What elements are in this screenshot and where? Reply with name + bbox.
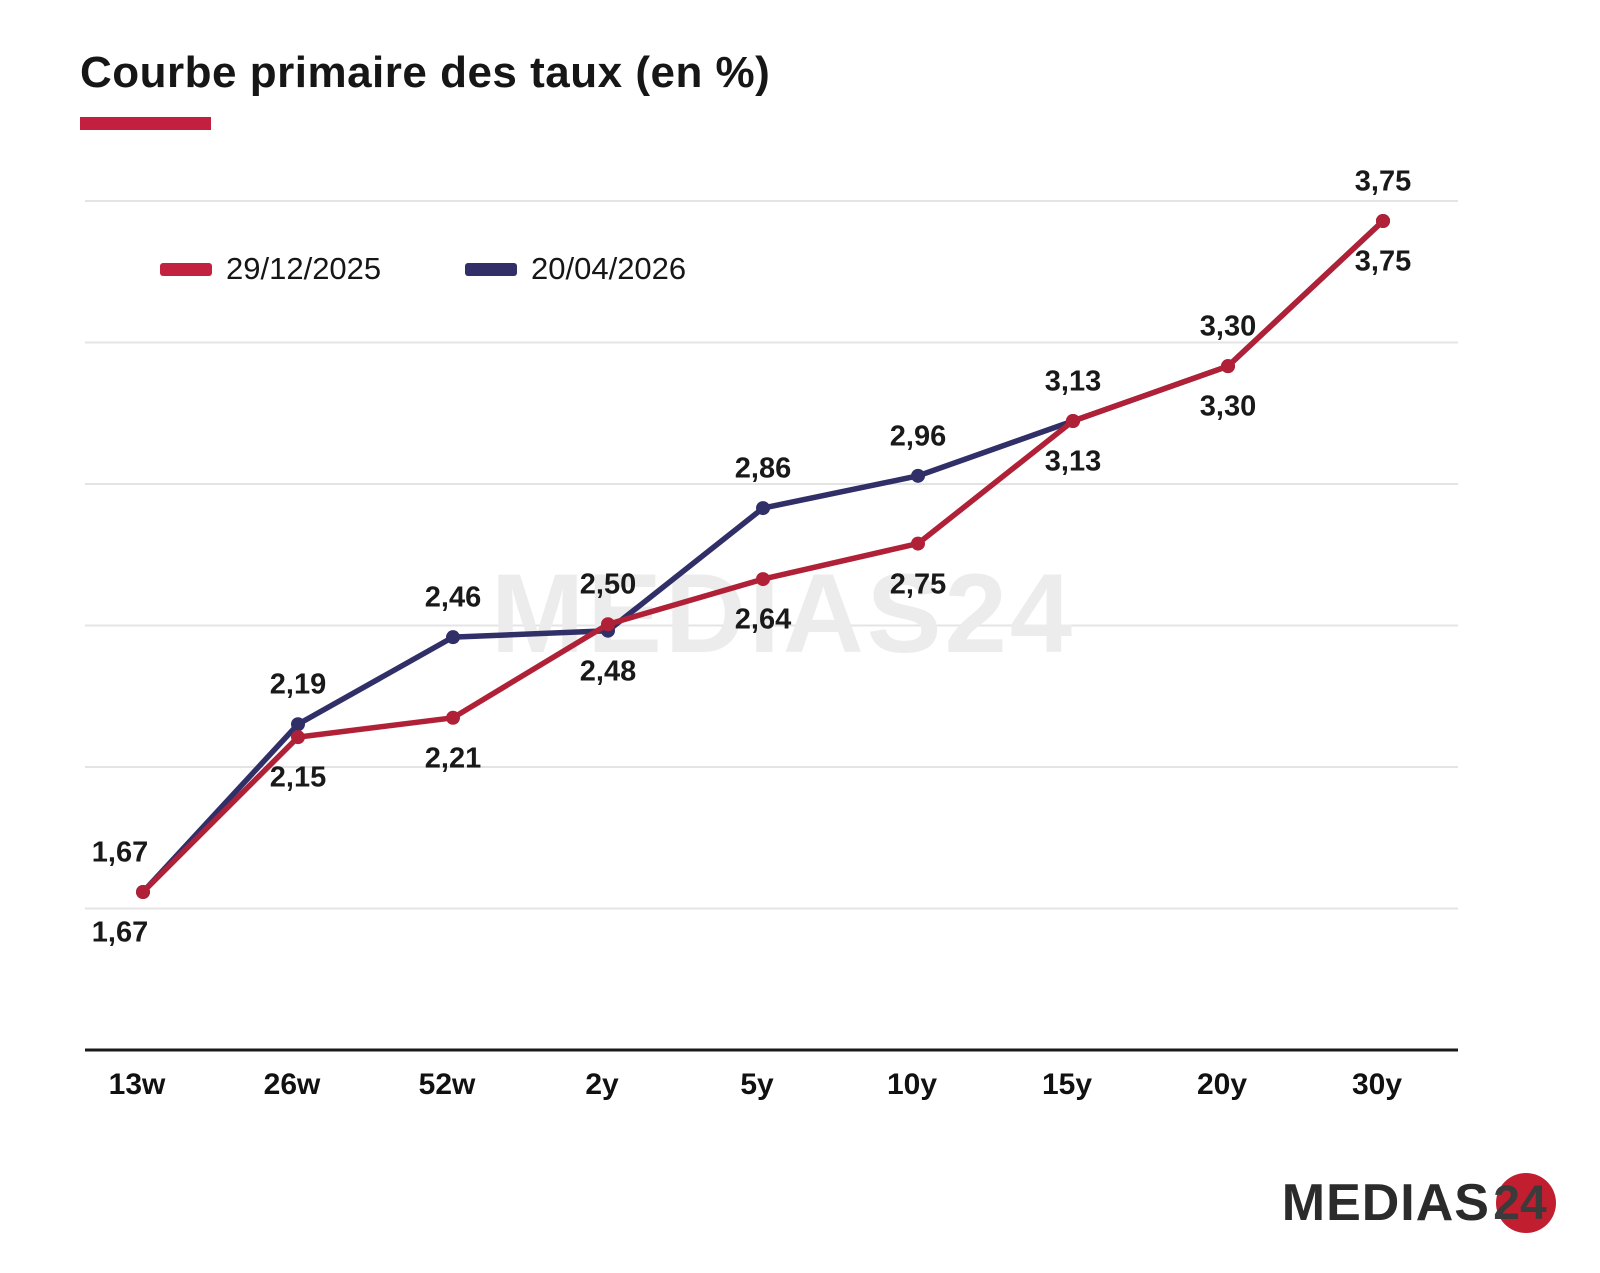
data-point-29/12/2025-15y — [1066, 414, 1080, 429]
watermark: MEDIAS24 — [490, 550, 1076, 676]
legend-dash-red-icon — [160, 262, 212, 276]
logo-badge-number: 24 — [1493, 1176, 1547, 1230]
data-point-29/12/2025-20y — [1221, 359, 1235, 374]
series-line-29/12/2025 — [140, 218, 1386, 895]
legend-item-20-04-2026: 20/04/2026 — [465, 251, 687, 286]
title-accent-bar — [80, 117, 211, 130]
data-point-29/12/2025-2y — [601, 617, 615, 632]
data-point-20/04/2026-10y — [911, 468, 925, 483]
legend-label-blue: 20/04/2026 — [531, 251, 687, 286]
legend-dash-blue-icon — [465, 262, 517, 276]
legend-item-29-12-2025: 29/12/2025 — [160, 251, 382, 286]
legend-label-red: 29/12/2025 — [226, 251, 382, 286]
series-line-20/04/2026 — [140, 218, 1386, 895]
data-point-29/12/2025-5y — [756, 572, 770, 587]
legend: 29/12/2025 20/04/2026 — [0, 251, 1600, 286]
data-point-20/04/2026-52w — [446, 630, 460, 645]
logo-badge: 24 — [1492, 1171, 1556, 1235]
chart-title: Courbe primaire des taux (en %) — [80, 48, 771, 97]
data-point-29/12/2025-10y — [911, 536, 925, 551]
data-point-29/12/2025-52w — [446, 710, 460, 725]
data-point-29/12/2025-26w — [291, 730, 305, 745]
medias24-logo: MEDIAS 24 — [1282, 1158, 1556, 1248]
data-point-20/04/2026-5y — [756, 501, 770, 516]
data-point-29/12/2025-30y — [1376, 213, 1390, 228]
logo-wordmark: MEDIAS — [1281, 1174, 1490, 1232]
data-point-20/04/2026-26w — [291, 717, 305, 732]
data-point-29/12/2025-13w — [136, 885, 150, 899]
logo-badge-circle-icon — [1496, 1173, 1556, 1233]
